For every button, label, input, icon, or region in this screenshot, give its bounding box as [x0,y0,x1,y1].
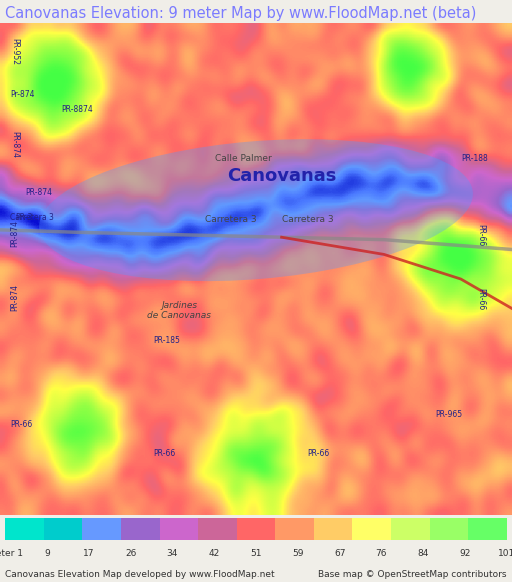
Text: 84: 84 [418,549,429,558]
Text: Canovanas Elevation: 9 meter Map by www.FloodMap.net (beta): Canovanas Elevation: 9 meter Map by www.… [5,6,477,20]
Bar [275,518,314,540]
Text: PR-66: PR-66 [476,224,485,247]
Ellipse shape [39,139,473,281]
Text: PR-874: PR-874 [10,283,19,311]
Text: Base map © OpenStreetMap contributors: Base map © OpenStreetMap contributors [318,570,507,579]
Text: PR-66: PR-66 [154,449,176,458]
Bar [468,518,507,540]
Text: PR-188: PR-188 [461,154,487,163]
Bar [121,518,160,540]
Text: PR-185: PR-185 [154,336,180,345]
Bar [198,518,237,540]
Bar [391,518,430,540]
Text: PR-8874: PR-8874 [61,105,93,114]
Text: 101: 101 [498,549,512,558]
Text: PR-874: PR-874 [10,131,19,158]
Text: PR-874: PR-874 [10,219,19,247]
Text: 34: 34 [167,549,178,558]
Text: PR-66: PR-66 [307,449,329,458]
Text: 9: 9 [44,549,50,558]
Text: 17: 17 [83,549,95,558]
Bar [5,518,44,540]
Text: 76: 76 [376,549,387,558]
Bar [352,518,391,540]
Text: Calle Palmer: Calle Palmer [215,154,272,163]
Text: Jardines
de Canovanas: Jardines de Canovanas [147,301,211,320]
Text: PR-66: PR-66 [476,288,485,311]
Bar [160,518,198,540]
Bar [82,518,121,540]
Text: 67: 67 [334,549,346,558]
Text: Carretera 3: Carretera 3 [282,215,333,225]
Bar [44,518,82,540]
Text: 92: 92 [459,549,471,558]
Text: 51: 51 [250,549,262,558]
Text: 26: 26 [125,549,136,558]
Text: 59: 59 [292,549,304,558]
Text: PR-874: PR-874 [26,189,53,197]
Text: Pr-874: Pr-874 [10,90,35,99]
Text: PR-66: PR-66 [10,420,32,428]
Text: 42: 42 [208,549,220,558]
Text: meter 1: meter 1 [0,549,23,558]
Bar [430,518,468,540]
Text: PR-965: PR-965 [435,410,462,418]
Text: PR-952: PR-952 [10,38,19,65]
Bar [314,518,352,540]
Text: Canovanas: Canovanas [227,166,336,184]
Text: Carretera 3: Carretera 3 [10,213,54,222]
Text: PR-3: PR-3 [15,213,33,222]
Bar [237,518,275,540]
Text: Carretera 3: Carretera 3 [205,215,257,225]
Text: Canovanas Elevation Map developed by www.FloodMap.net: Canovanas Elevation Map developed by www… [5,570,275,579]
